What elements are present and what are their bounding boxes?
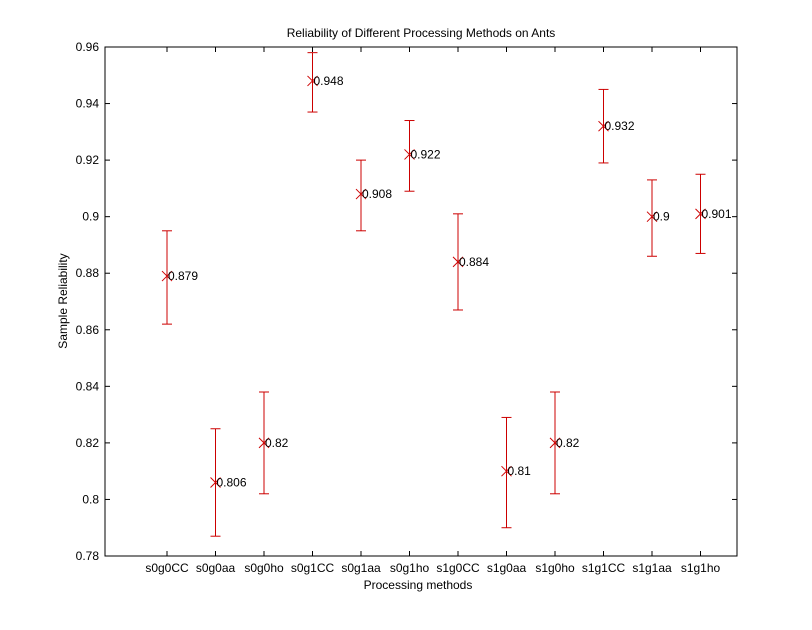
x-tick-label: s0g0CC	[145, 561, 189, 575]
x-tick-label: s1g1aa	[632, 561, 672, 575]
y-axis-ticks: 0.78 0.8 0.82 0.84 0.86 0.88 0.9 0.92 0.94 0.96	[76, 40, 737, 563]
x-tick-label: s1g0CC	[436, 561, 480, 575]
x-axis-ticks: s0g0CC s0g0aa s0g0ho s0g1CC s0g1aa s0g1ho s1g0…	[145, 47, 721, 575]
x-tick-label: s1g0aa	[487, 561, 527, 575]
data-label: 0.82	[265, 436, 289, 450]
data-point: 0.81	[501, 416, 532, 529]
data-point: 0.884	[452, 213, 489, 311]
marker-x-stroke	[404, 149, 415, 160]
data-label: 0.948	[314, 74, 344, 88]
data-label: 0.901	[702, 207, 732, 221]
data-point: 0.948	[307, 52, 344, 113]
x-tick-label: s0g1CC	[291, 561, 335, 575]
x-tick-label: s0g1aa	[341, 561, 381, 575]
marker-x-stroke	[161, 270, 173, 282]
data-label: 0.9	[653, 210, 670, 224]
y-tick-label: 0.9	[82, 210, 99, 224]
marker-x-stroke	[501, 465, 512, 477]
marker-x-stroke	[549, 437, 561, 449]
chart-title: Reliability of Different Processing Meth…	[287, 26, 556, 40]
data-point: 0.932	[598, 88, 635, 164]
data-point: 0.9	[646, 179, 670, 257]
data-label: 0.81	[508, 464, 532, 478]
data-label: 0.879	[168, 269, 198, 283]
y-tick-label: 0.86	[76, 323, 100, 337]
y-tick-label: 0.84	[76, 379, 100, 393]
data-label: 0.922	[411, 147, 441, 161]
x-tick-label: s1g1ho	[681, 561, 721, 575]
data-point: 0.82	[549, 391, 580, 495]
y-tick-label: 0.88	[76, 266, 100, 280]
x-tick-label: s0g1ho	[390, 561, 430, 575]
data-label: 0.884	[459, 255, 489, 269]
data-point: 0.82	[258, 391, 289, 495]
marker-x-stroke	[598, 120, 609, 132]
x-tick-label: s1g1CC	[582, 561, 626, 575]
marker-x-stroke	[452, 256, 464, 268]
marker-x-stroke	[307, 75, 318, 87]
x-tick-label: s0g0aa	[196, 561, 236, 575]
x-tick-label: s0g0ho	[244, 561, 284, 575]
y-tick-label: 0.82	[76, 436, 100, 450]
y-tick-label: 0.78	[76, 549, 100, 563]
data-point: 0.908	[355, 159, 392, 232]
x-tick-label: s1g0ho	[535, 561, 575, 575]
y-tick-label: 0.92	[76, 153, 100, 167]
marker-x-stroke	[258, 437, 270, 449]
x-axis-label: Processing methods	[364, 578, 473, 592]
data-label: 0.82	[556, 436, 580, 450]
data-point: 0.879	[161, 230, 198, 325]
data-label: 0.806	[217, 475, 247, 489]
data-series: 0.879 0.806 0.82 0.948 0.908 0.922 0.884 0.81 0.…	[161, 52, 732, 537]
y-axis-label: Sample Reliability	[56, 253, 70, 348]
plot-area	[104, 46, 738, 557]
marker-x-stroke	[695, 208, 706, 220]
y-tick-label: 0.96	[76, 40, 100, 54]
data-label: 0.932	[605, 119, 635, 133]
data-label: 0.908	[362, 187, 392, 201]
marker-x-stroke	[210, 477, 221, 488]
marker-x-stroke	[355, 188, 367, 200]
y-tick-label: 0.94	[76, 97, 100, 111]
marker-x-stroke	[646, 211, 658, 223]
data-point: 0.922	[404, 120, 441, 192]
y-tick-label: 0.8	[82, 492, 99, 506]
data-point: 0.806	[210, 428, 247, 537]
data-point: 0.901	[695, 173, 732, 254]
